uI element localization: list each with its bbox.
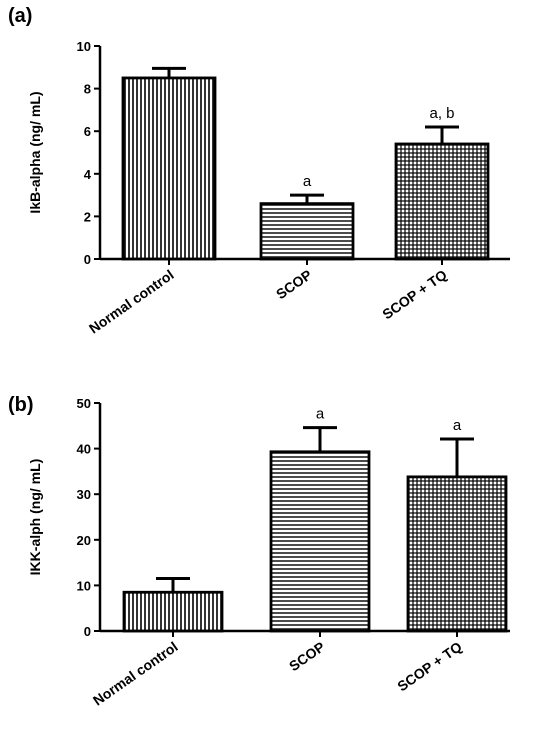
- x-category-label: SCOP: [273, 266, 315, 302]
- panel-label: (a): [8, 5, 32, 27]
- bar: [406, 475, 508, 633]
- y-tick-label: 10: [77, 39, 91, 54]
- bar: [122, 590, 224, 633]
- bar: [394, 142, 490, 261]
- panel-label: (b): [8, 394, 34, 416]
- y-tick-label: 0: [84, 252, 91, 267]
- x-category-label: Normal control: [90, 638, 181, 708]
- y-tick-label: 50: [77, 396, 91, 411]
- y-tick-label: 20: [77, 533, 91, 548]
- x-category-label: SCOP: [286, 638, 328, 674]
- y-tick-label: 40: [77, 442, 91, 457]
- y-tick-label: 10: [77, 578, 91, 593]
- y-tick-label: 8: [84, 82, 91, 97]
- y-tick-label: 2: [84, 209, 91, 224]
- y-axis-title: IkB-alpha (ng/ mL): [27, 91, 43, 213]
- y-tick-label: 0: [84, 624, 91, 639]
- x-category-label: Normal control: [86, 266, 177, 336]
- y-axis-title: IKK-alph (ng/ mL): [27, 459, 43, 576]
- y-tick-label: 4: [84, 167, 92, 182]
- significance-label: a, b: [429, 105, 454, 122]
- panel-b: (b) IKK-alph (ng/ mL) 0 10 20 30 40 50 Normal co…: [8, 394, 510, 709]
- significance-label: a: [453, 417, 462, 434]
- significance-label: a: [316, 406, 325, 423]
- x-category-label: SCOP + TQ: [379, 266, 450, 322]
- significance-label: a: [303, 173, 312, 190]
- bar: [121, 76, 217, 261]
- y-tick-label: 30: [77, 487, 91, 502]
- panel-a: (a) IkB-alpha (ng/ mL) 0 2 4 6 8 10 Normal contr…: [8, 5, 510, 337]
- bar: [269, 450, 371, 633]
- y-tick-label: 6: [84, 124, 91, 139]
- x-category-label: SCOP + TQ: [394, 638, 465, 694]
- bar: [259, 202, 355, 261]
